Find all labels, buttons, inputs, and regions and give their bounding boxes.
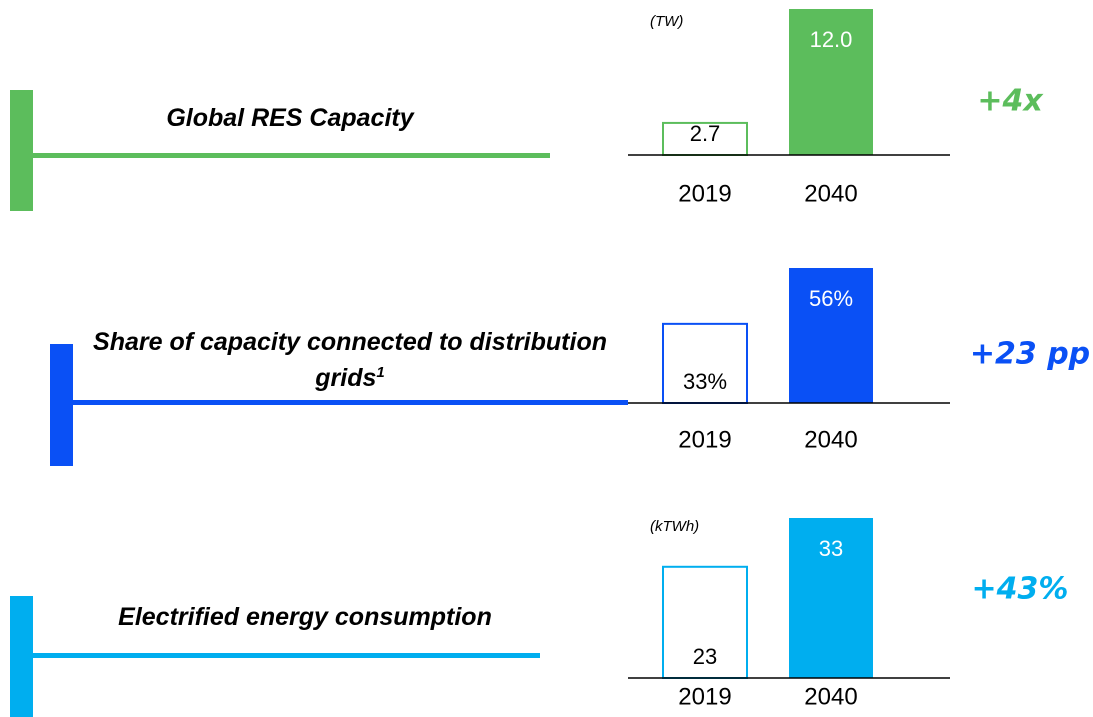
title-text: Electrified energy consumption bbox=[118, 603, 492, 631]
growth-annotation: +4x bbox=[977, 84, 1044, 119]
bracket-bar bbox=[50, 344, 73, 466]
category-label: 2040 bbox=[804, 426, 857, 453]
value-label: 23 bbox=[693, 644, 717, 669]
category-label: 2019 bbox=[678, 426, 731, 453]
bracket-line bbox=[33, 153, 550, 158]
unit-label: (kTWh) bbox=[650, 518, 699, 535]
value-label: 2.7 bbox=[690, 121, 721, 146]
growth-annotation: +23 pp bbox=[970, 337, 1090, 372]
bracket-line bbox=[73, 400, 628, 405]
bar bbox=[662, 121, 748, 157]
growth-annotation: +43% bbox=[972, 572, 1069, 607]
value-label: 33% bbox=[683, 369, 727, 394]
bracket-bar bbox=[10, 90, 33, 211]
category-label: 2040 bbox=[804, 180, 857, 207]
bar bbox=[662, 322, 748, 405]
footnote-mark: 1 bbox=[376, 364, 385, 381]
bar bbox=[789, 268, 873, 403]
category-label: 2040 bbox=[804, 683, 857, 710]
title-text: Global RES Capacity bbox=[166, 104, 414, 132]
value-label: 33 bbox=[819, 536, 843, 561]
bracket-bar bbox=[10, 596, 33, 717]
bar bbox=[789, 9, 873, 155]
title-text: Share of capacity connected to distribut… bbox=[93, 328, 607, 392]
category-label: 2019 bbox=[678, 180, 731, 207]
chart-title: Electrified energy consumption bbox=[40, 599, 570, 635]
chart-title: Global RES Capacity bbox=[60, 100, 520, 136]
unit-label: (TW) bbox=[650, 13, 683, 30]
bar bbox=[789, 518, 873, 678]
bracket-line bbox=[33, 653, 540, 658]
value-label: 56% bbox=[809, 286, 853, 311]
category-label: 2019 bbox=[678, 683, 731, 710]
value-label: 12.0 bbox=[810, 27, 853, 52]
chart-title: Share of capacity connected to distribut… bbox=[90, 324, 610, 396]
